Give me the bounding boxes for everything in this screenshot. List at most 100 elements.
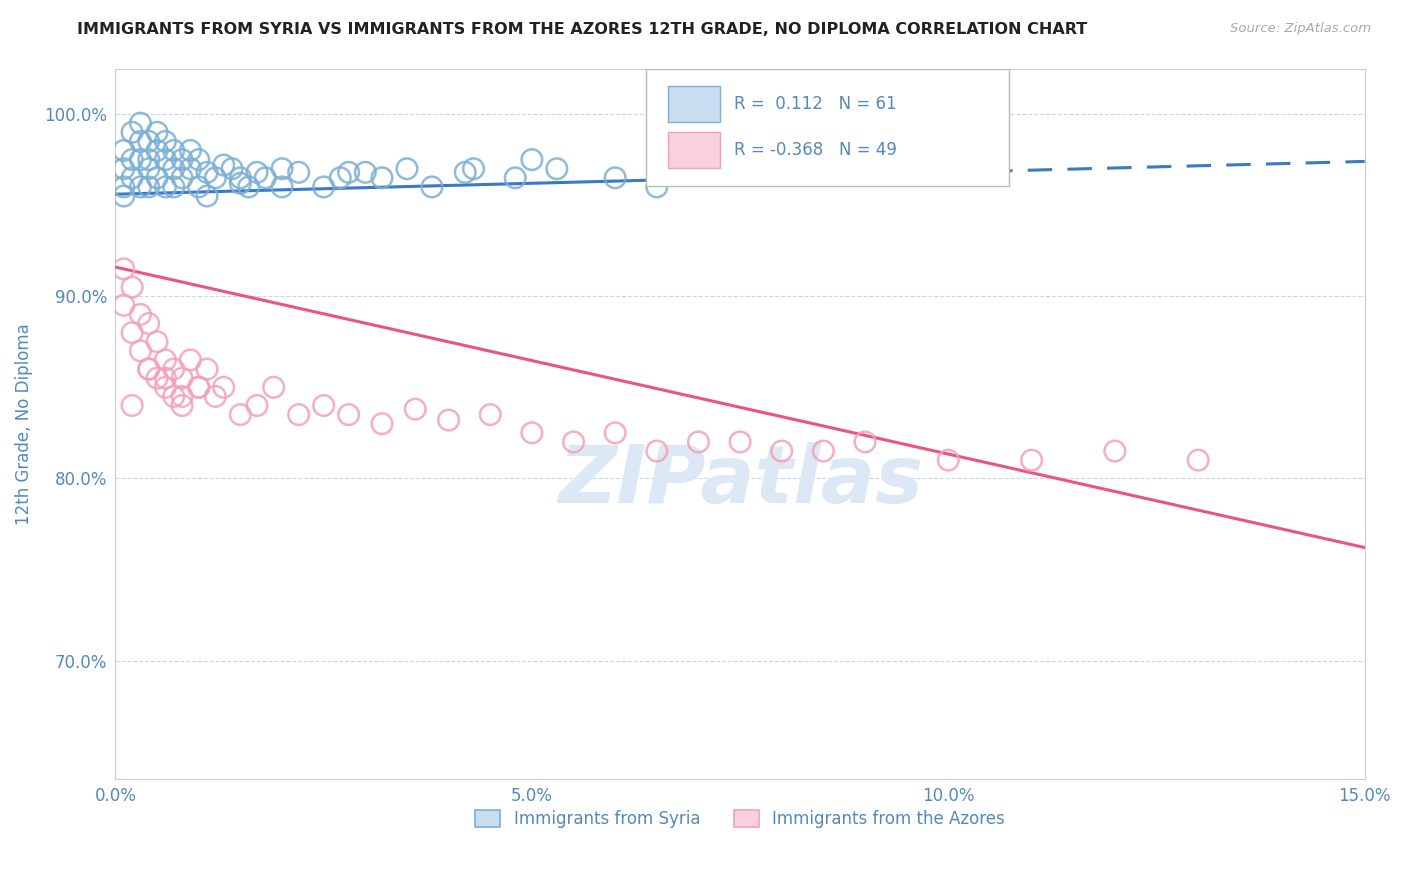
Point <box>138 362 160 376</box>
Point <box>562 434 585 449</box>
Point <box>138 134 160 148</box>
Point <box>246 399 269 413</box>
Point <box>1104 444 1126 458</box>
Point <box>121 399 143 413</box>
Point <box>728 165 751 179</box>
Point <box>121 326 143 340</box>
Point <box>312 399 335 413</box>
Point <box>179 161 201 176</box>
Point <box>221 161 243 176</box>
Bar <box>668 87 720 122</box>
Point <box>146 125 169 139</box>
Point <box>254 170 277 185</box>
Legend: Immigrants from Syria, Immigrants from the Azores: Immigrants from Syria, Immigrants from t… <box>468 803 1011 835</box>
Point <box>170 153 193 167</box>
Point <box>195 362 218 376</box>
Point <box>112 161 135 176</box>
Point <box>329 170 352 185</box>
Point <box>129 134 152 148</box>
Point <box>645 180 668 194</box>
Point <box>354 165 377 179</box>
Point <box>163 144 186 158</box>
Point <box>146 334 169 349</box>
Point <box>170 371 193 385</box>
Text: R =  0.112   N = 61: R = 0.112 N = 61 <box>734 95 897 113</box>
Point <box>212 158 235 172</box>
Point <box>520 153 543 167</box>
Point <box>287 408 309 422</box>
Point <box>404 402 426 417</box>
Text: Source: ZipAtlas.com: Source: ZipAtlas.com <box>1230 22 1371 36</box>
Point <box>121 170 143 185</box>
Point <box>129 116 152 130</box>
Point <box>179 144 201 158</box>
Point <box>503 170 526 185</box>
Point <box>395 161 418 176</box>
Point <box>520 425 543 440</box>
Point <box>163 161 186 176</box>
Point <box>146 144 169 158</box>
Point <box>813 444 835 458</box>
Point <box>371 417 394 431</box>
Point <box>170 170 193 185</box>
Point <box>163 389 186 403</box>
Point <box>546 161 568 176</box>
Point <box>204 389 226 403</box>
Point <box>112 189 135 203</box>
Point <box>187 180 209 194</box>
Point <box>121 280 143 294</box>
Point <box>129 153 152 167</box>
Point <box>121 153 143 167</box>
Point <box>770 153 793 167</box>
Point <box>853 161 876 176</box>
Point <box>1187 453 1209 467</box>
Point <box>129 307 152 321</box>
Point <box>138 161 160 176</box>
Point <box>605 425 627 440</box>
Point <box>187 380 209 394</box>
Point <box>163 180 186 194</box>
Point <box>129 343 152 358</box>
Bar <box>668 132 720 168</box>
Point <box>112 298 135 312</box>
Point <box>770 444 793 458</box>
Point <box>204 170 226 185</box>
Point <box>179 353 201 368</box>
Point <box>271 180 294 194</box>
Point <box>112 144 135 158</box>
Point <box>605 170 627 185</box>
Point <box>155 153 177 167</box>
Point <box>195 165 218 179</box>
Point <box>170 389 193 403</box>
Point <box>155 134 177 148</box>
Point <box>936 453 959 467</box>
Point <box>121 125 143 139</box>
Point <box>287 165 309 179</box>
Point <box>163 362 186 376</box>
Point <box>138 180 160 194</box>
Point <box>187 380 209 394</box>
Point <box>1021 453 1043 467</box>
Point <box>155 371 177 385</box>
Point <box>371 170 394 185</box>
Point <box>229 170 252 185</box>
Point <box>138 317 160 331</box>
Point <box>112 261 135 276</box>
Point <box>229 408 252 422</box>
Point <box>263 380 285 394</box>
Point <box>138 153 160 167</box>
Point <box>212 380 235 394</box>
Point <box>129 180 152 194</box>
Point <box>155 380 177 394</box>
FancyBboxPatch shape <box>647 69 1008 186</box>
Point <box>337 165 360 179</box>
Text: R = -0.368   N = 49: R = -0.368 N = 49 <box>734 141 897 159</box>
Point <box>437 413 460 427</box>
Point <box>454 165 477 179</box>
Point <box>138 362 160 376</box>
Point <box>853 434 876 449</box>
Point <box>155 180 177 194</box>
Point <box>155 353 177 368</box>
Point <box>337 408 360 422</box>
Point <box>195 189 218 203</box>
